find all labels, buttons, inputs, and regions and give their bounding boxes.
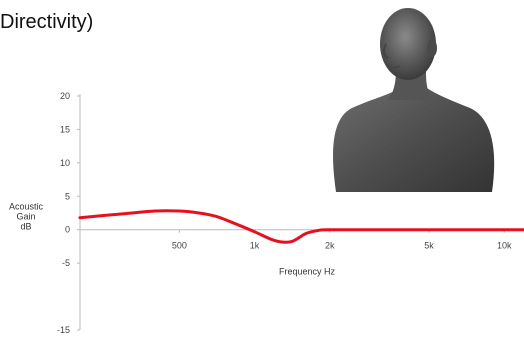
y-axis-label: Acoustic xyxy=(9,202,44,212)
x-tick-label: 1k xyxy=(250,241,260,251)
y-tick-label: 10 xyxy=(60,158,70,168)
y-axis-label: Gain xyxy=(16,212,35,222)
y-tick-label: -5 xyxy=(62,258,70,268)
y-tick-label: 20 xyxy=(60,91,70,101)
y-tick-label: 0 xyxy=(65,225,70,235)
series-line xyxy=(78,209,524,244)
y-axis-label: dB xyxy=(20,222,31,232)
mannequin-bust-icon xyxy=(333,8,495,192)
y-tick-label: 5 xyxy=(65,191,70,201)
x-tick-label: 5k xyxy=(424,241,434,251)
y-tick-label: 15 xyxy=(60,124,70,134)
x-tick-label: 2k xyxy=(325,241,335,251)
x-axis-label: Frequency Hz xyxy=(279,267,336,277)
y-tick-label: -15 xyxy=(57,325,70,335)
x-tick-label: 500 xyxy=(172,241,187,251)
chart-title: Directivity) xyxy=(0,11,94,33)
x-tick-label: 10k xyxy=(497,241,512,251)
